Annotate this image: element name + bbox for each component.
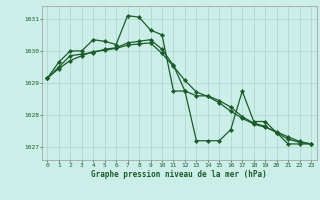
X-axis label: Graphe pression niveau de la mer (hPa): Graphe pression niveau de la mer (hPa)	[91, 170, 267, 179]
